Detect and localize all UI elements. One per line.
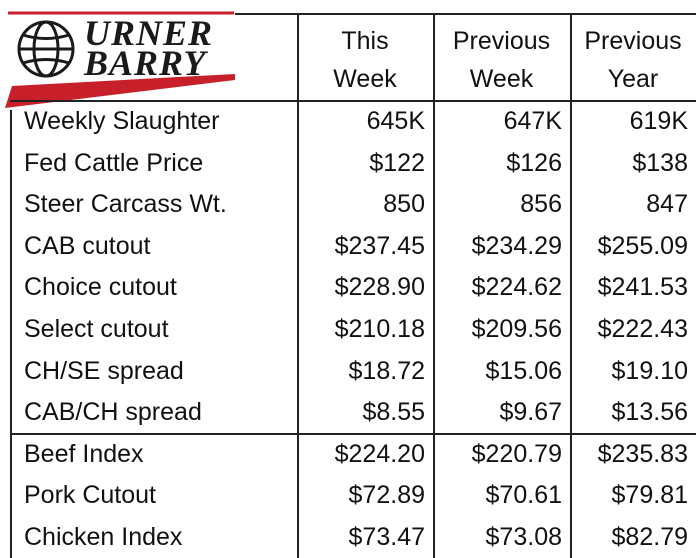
cell-value: $13.56 bbox=[611, 398, 688, 427]
column-header: Previous bbox=[584, 27, 682, 55]
cell-value: $79.81 bbox=[611, 481, 688, 510]
cell-value: $138 bbox=[632, 148, 688, 177]
logo-text: URNER bbox=[84, 13, 214, 53]
cell-value: $73.08 bbox=[485, 523, 562, 551]
column-header: This bbox=[341, 27, 389, 55]
cell-value: $73.47 bbox=[348, 523, 425, 551]
border bbox=[10, 100, 696, 102]
cell-value: $235.83 bbox=[597, 439, 688, 468]
row-label: Weekly Slaughter bbox=[24, 107, 220, 135]
row-label: Choice cutout bbox=[24, 273, 177, 302]
cell-value: 645K bbox=[366, 107, 425, 135]
logo-swoosh bbox=[5, 74, 235, 108]
border bbox=[570, 13, 572, 558]
cell-value: 647K bbox=[503, 107, 562, 135]
logo-globe bbox=[17, 20, 75, 78]
cell-value: 850 bbox=[383, 190, 425, 219]
row-label: Steer Carcass Wt. bbox=[24, 190, 227, 219]
column-header: Year bbox=[607, 65, 659, 93]
cell-value: $241.53 bbox=[597, 273, 688, 302]
cell-value: $8.55 bbox=[362, 398, 425, 427]
cell-value: $70.61 bbox=[485, 481, 562, 510]
cell-value: $9.67 bbox=[499, 398, 562, 427]
cell-value: $224.20 bbox=[334, 439, 425, 468]
row-label: Select cutout bbox=[24, 315, 169, 343]
cell-value: $224.62 bbox=[471, 273, 562, 302]
border bbox=[433, 13, 435, 558]
column-header: Week bbox=[469, 65, 534, 93]
cell-value: $228.90 bbox=[334, 273, 425, 302]
row-label: CAB/CH spread bbox=[24, 398, 202, 427]
cell-value: $126 bbox=[506, 148, 562, 177]
row-label: Fed Cattle Price bbox=[24, 148, 204, 177]
cell-value: $122 bbox=[369, 148, 425, 177]
cell-value: $18.72 bbox=[348, 356, 425, 385]
border bbox=[10, 110, 12, 558]
row-label: CAB cutout bbox=[24, 231, 151, 260]
row-label: Chicken Index bbox=[24, 523, 183, 551]
border bbox=[235, 13, 696, 15]
cell-value: $72.89 bbox=[348, 481, 425, 510]
border bbox=[297, 13, 299, 558]
logo-art bbox=[5, 11, 235, 108]
border bbox=[10, 432, 696, 435]
row-label: CH/SE spread bbox=[24, 356, 184, 385]
column-header: Previous bbox=[452, 27, 551, 55]
cell-value: $222.43 bbox=[597, 315, 688, 343]
column-header: Week bbox=[333, 65, 397, 93]
cell-value: $210.18 bbox=[334, 315, 425, 343]
row-label: Beef Index bbox=[24, 439, 144, 468]
logo-text: BARRY bbox=[84, 43, 207, 83]
cell-value: 847 bbox=[646, 190, 688, 219]
cell-value: $237.45 bbox=[334, 231, 425, 260]
row-label: Pork Cutout bbox=[24, 481, 157, 510]
cell-value: 856 bbox=[520, 190, 562, 219]
cell-value: $255.09 bbox=[597, 231, 688, 260]
cell-value: $15.06 bbox=[485, 356, 562, 385]
cell-value: $234.29 bbox=[471, 231, 562, 260]
cell-value: $209.56 bbox=[471, 315, 562, 343]
cell-value: 619K bbox=[629, 107, 688, 135]
cell-value: $220.79 bbox=[471, 439, 562, 468]
cell-value: $19.10 bbox=[611, 356, 688, 385]
cell-value: $82.79 bbox=[611, 523, 688, 551]
